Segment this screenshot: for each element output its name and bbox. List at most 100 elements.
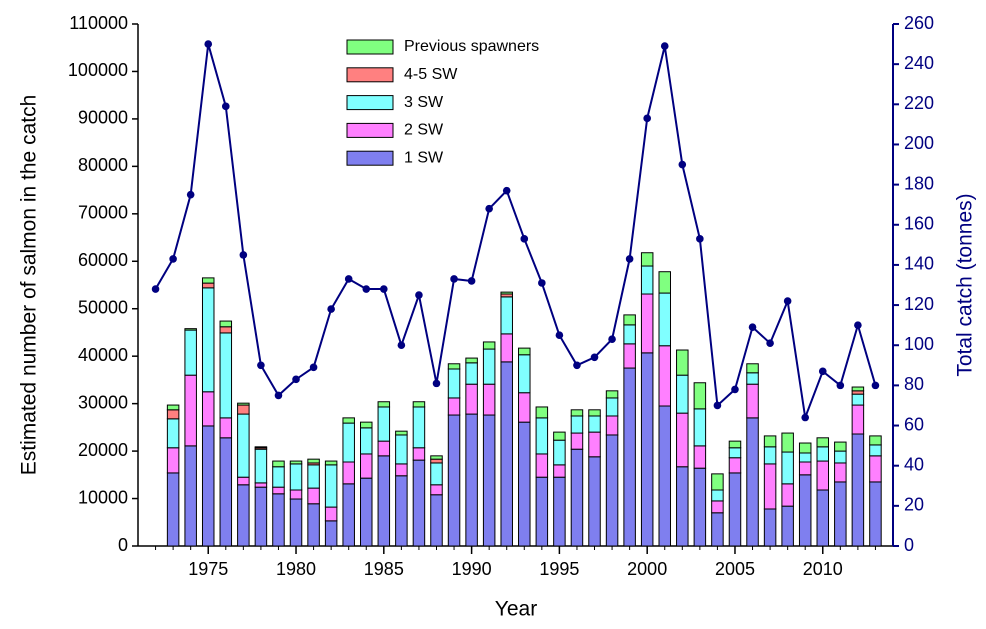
bar-segment bbox=[377, 401, 391, 408]
bar-segment bbox=[412, 406, 426, 449]
bar-segment bbox=[518, 392, 531, 423]
line-point bbox=[397, 341, 406, 350]
bar-segment bbox=[324, 506, 338, 522]
y-tick-label: 100000 bbox=[68, 60, 128, 80]
y2-tick-label: 120 bbox=[904, 294, 934, 314]
bar-segment bbox=[289, 463, 303, 491]
bar-segment bbox=[360, 427, 373, 455]
bar-segment bbox=[395, 434, 408, 465]
line-point bbox=[538, 279, 546, 287]
bar-segment bbox=[465, 357, 478, 364]
bar-segment bbox=[465, 362, 478, 385]
bar-segment bbox=[166, 472, 180, 547]
bar-segment bbox=[834, 462, 847, 483]
bar-segment bbox=[763, 435, 777, 448]
bar-segment bbox=[272, 460, 285, 468]
line-point bbox=[643, 114, 651, 123]
bar-segment bbox=[166, 418, 180, 449]
y-tick-label: 70000 bbox=[78, 203, 128, 223]
y2-tick-label: 60 bbox=[904, 414, 924, 434]
bar-segment bbox=[693, 408, 707, 447]
bar-segment bbox=[570, 448, 584, 547]
bar-segment bbox=[711, 489, 724, 502]
bar-segment bbox=[711, 512, 724, 547]
bar-segment bbox=[711, 473, 724, 491]
bar-segment bbox=[605, 434, 619, 547]
bar-segment bbox=[588, 415, 601, 433]
legend-label: 4-5 SW bbox=[404, 66, 458, 83]
line-point bbox=[292, 375, 300, 384]
bar-segment bbox=[342, 417, 355, 424]
bar-segment bbox=[834, 441, 847, 452]
bar-segment bbox=[693, 467, 707, 547]
line-point bbox=[380, 285, 388, 293]
bar-segment bbox=[798, 452, 812, 463]
bar-segment bbox=[377, 455, 391, 547]
bar-segment bbox=[254, 482, 268, 488]
bar-segment bbox=[395, 430, 408, 436]
bar-segment bbox=[237, 402, 250, 406]
bar-segment bbox=[412, 459, 426, 547]
bar-segment bbox=[676, 374, 689, 414]
bar-segment bbox=[324, 464, 338, 508]
bar-segment bbox=[219, 417, 233, 439]
bar-segment bbox=[500, 333, 513, 363]
bar-segment bbox=[728, 440, 742, 449]
bar-segment bbox=[869, 455, 882, 483]
bar-segment bbox=[570, 415, 584, 434]
bar-segment bbox=[201, 391, 215, 427]
bar-segment bbox=[430, 494, 443, 547]
line-point bbox=[221, 102, 230, 111]
line-point bbox=[731, 385, 739, 394]
bar-segment bbox=[377, 440, 391, 457]
y-tick-label: 50000 bbox=[78, 297, 128, 317]
line-point bbox=[186, 190, 195, 199]
bar-segment bbox=[307, 458, 320, 464]
bar-segment bbox=[465, 413, 478, 547]
line-point bbox=[274, 391, 283, 400]
bar-segment bbox=[430, 484, 443, 496]
y-axis-label: Estimated number of salmon in the catch bbox=[18, 95, 41, 476]
line-point bbox=[415, 291, 423, 299]
bar-segment bbox=[728, 447, 742, 459]
line-point bbox=[169, 255, 177, 263]
bar-segment bbox=[518, 354, 531, 394]
y-tick-label: 10000 bbox=[78, 487, 128, 507]
line-point bbox=[520, 235, 529, 243]
line-point bbox=[450, 275, 458, 283]
x-tick-label: 2010 bbox=[803, 559, 843, 579]
bar-segment bbox=[430, 462, 443, 486]
y2-tick-label: 20 bbox=[904, 495, 924, 515]
bar-segment bbox=[834, 450, 847, 464]
bar-segment bbox=[219, 437, 233, 547]
bar-segment bbox=[623, 314, 636, 326]
x-tick-label: 2000 bbox=[627, 559, 667, 579]
legend-label: 3 SW bbox=[404, 94, 444, 111]
bar-segment bbox=[746, 363, 759, 374]
bar-segment bbox=[324, 460, 338, 466]
bar-segment bbox=[640, 252, 654, 267]
bar-segment bbox=[184, 445, 197, 547]
bar-segment bbox=[605, 390, 619, 399]
bar-segment bbox=[816, 446, 830, 462]
bar-segment bbox=[605, 397, 619, 417]
bar-segment bbox=[342, 461, 355, 485]
line-point bbox=[327, 305, 335, 313]
x-tick-label: 2005 bbox=[715, 559, 755, 579]
bar-segment bbox=[395, 475, 408, 547]
bar-segment bbox=[482, 383, 496, 416]
y2-tick-label: 220 bbox=[904, 93, 934, 113]
line-point bbox=[151, 285, 160, 293]
legend-swatch bbox=[346, 122, 394, 138]
bar-segment bbox=[711, 500, 724, 514]
bar-segment bbox=[465, 383, 478, 415]
bar-segment bbox=[640, 352, 654, 547]
bar-segment bbox=[342, 422, 355, 463]
bar-segment bbox=[360, 421, 373, 429]
bar-segment bbox=[869, 444, 882, 457]
y2-tick-label: 40 bbox=[904, 454, 924, 474]
bar-segment bbox=[237, 476, 250, 486]
y2-tick-label: 160 bbox=[904, 214, 934, 234]
bar-segment bbox=[447, 368, 461, 399]
